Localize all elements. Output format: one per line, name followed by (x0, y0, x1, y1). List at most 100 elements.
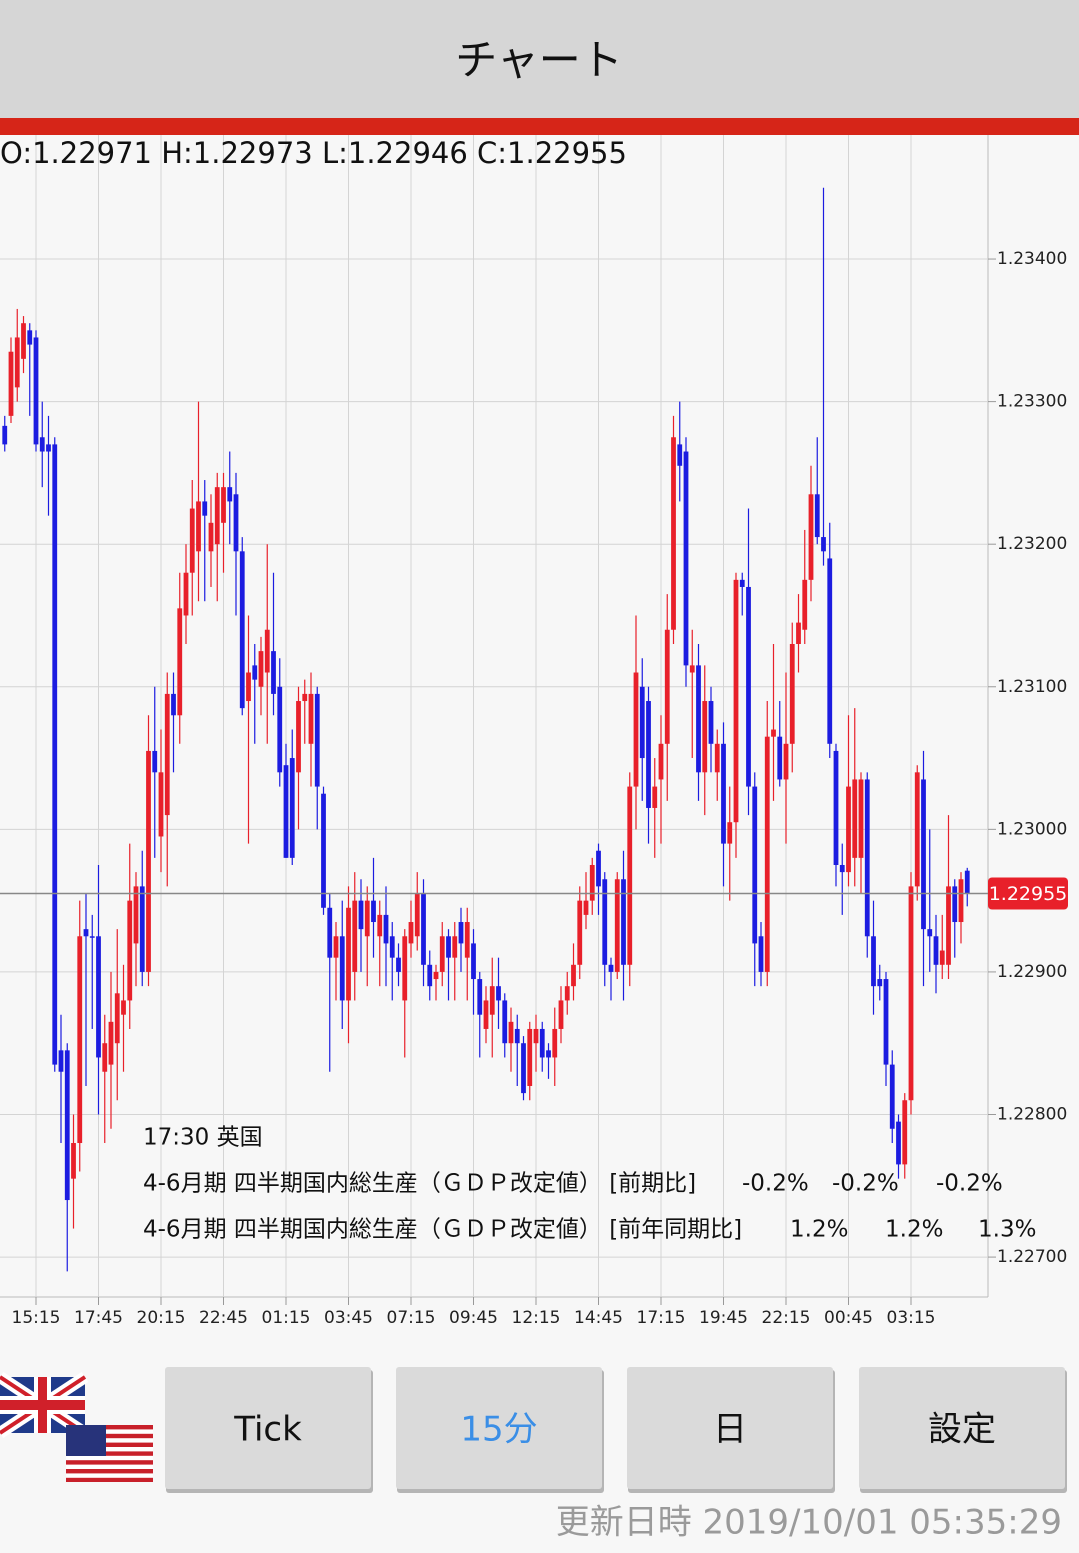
candle-body (658, 743, 664, 780)
event-heading: 17:30 英国 (143, 1125, 263, 1151)
candle-body (402, 936, 408, 1001)
candle-body (83, 929, 89, 937)
candle-body (414, 893, 420, 937)
ohlc-readout: O:1.22971 H:1.22973 L:1.22946 C:1.22955 (0, 136, 627, 170)
candle-body (496, 986, 501, 1001)
candle-body (908, 886, 914, 1101)
button-label[interactable]: 設定 (928, 1410, 996, 1450)
candle-body (521, 1043, 526, 1094)
candle-body (877, 979, 883, 987)
candle-body (121, 1000, 126, 1015)
x-tick-label: 14:45 (574, 1308, 623, 1328)
candle-body (952, 886, 958, 923)
button[interactable] (859, 1367, 1065, 1489)
candle-body (602, 879, 608, 965)
candle-body (314, 693, 320, 787)
x-tick-label: 22:45 (199, 1308, 248, 1328)
candle-body (164, 693, 170, 816)
candle-body (64, 1050, 70, 1201)
candle-body (727, 822, 733, 844)
candle-body (683, 451, 689, 666)
candle-body (808, 494, 814, 580)
candle-body (371, 900, 376, 923)
candle-body (852, 779, 858, 858)
candle-body (8, 351, 14, 416)
candle-body (127, 900, 133, 1001)
button-label[interactable]: 日 (713, 1410, 747, 1450)
candle-body (458, 922, 464, 944)
candle-body (514, 1028, 520, 1044)
x-tick-label: 17:45 (74, 1308, 123, 1328)
candle-body (33, 337, 39, 445)
candle-body (277, 686, 283, 773)
candle-body (814, 494, 820, 538)
candle-body (133, 886, 139, 944)
candle-body (964, 870, 970, 894)
page-title: チャート (455, 36, 623, 85)
y-tick-label: 1.23100 (997, 677, 1067, 697)
candle-body (77, 936, 83, 1144)
candle-body (46, 444, 51, 452)
candle-body (789, 643, 795, 744)
current-price-box (988, 877, 1068, 910)
candle-body (502, 1000, 508, 1044)
candle-body (14, 337, 20, 388)
event-value: -0.2% (832, 1171, 899, 1197)
candle-body (558, 1000, 564, 1029)
candle-body (527, 1028, 533, 1086)
y-tick-label: 1.23400 (997, 249, 1067, 269)
y-tick-label: 1.22700 (997, 1247, 1067, 1267)
candle-body (471, 943, 476, 980)
candle-body (452, 936, 458, 958)
button[interactable] (396, 1367, 602, 1489)
event-row: 4-6月期 四半期国内総生産（ＧＤＰ改定値） [前年同期比] (143, 1217, 742, 1243)
candle-body (752, 786, 758, 944)
x-tick-label: 07:15 (387, 1308, 436, 1328)
candle-body (902, 1100, 908, 1165)
candle-body (946, 886, 951, 965)
candle-body (477, 979, 483, 1015)
candle-body (596, 850, 601, 887)
candle-body (352, 900, 358, 972)
candle-body (646, 701, 651, 808)
candle-body (871, 936, 876, 987)
candle-body (339, 936, 345, 1001)
candle-body (27, 330, 33, 345)
y-tick-label: 1.23300 (997, 392, 1067, 412)
candle-body (589, 864, 595, 901)
plot: 1.22700 1.22800 1.22900 1.23000 1.23100 1.232… (0, 135, 1068, 1328)
currency-flags (0, 1371, 153, 1482)
candle-body (539, 1028, 545, 1058)
candle-body (271, 651, 276, 694)
candle-body (408, 922, 414, 944)
x-tick-label: 03:45 (324, 1308, 373, 1328)
button-label[interactable]: 15分 (460, 1410, 537, 1450)
candle-body (796, 622, 801, 644)
candle-body (202, 501, 208, 516)
candle-body (252, 665, 258, 680)
candle-body (52, 444, 58, 1065)
candle-body (58, 1050, 64, 1072)
candle-body (802, 579, 808, 630)
candle-body (289, 758, 295, 858)
candle-body (239, 551, 245, 709)
button[interactable] (165, 1367, 371, 1489)
candle-body (189, 508, 195, 573)
x-tick-label: 17:15 (637, 1308, 686, 1328)
candle-body (171, 693, 176, 716)
candle-body (296, 701, 301, 773)
event-value: 1.2% (885, 1217, 943, 1243)
button-label[interactable]: Tick (233, 1410, 302, 1450)
candle-body (864, 779, 870, 937)
button[interactable] (627, 1367, 833, 1489)
candle-body (508, 1021, 514, 1044)
candle-body (627, 786, 633, 965)
candle-body (364, 900, 370, 937)
candle-body (633, 672, 639, 787)
candle-body (771, 729, 776, 737)
candle-body (583, 900, 589, 915)
candle-body (183, 572, 189, 616)
candle-body (733, 579, 739, 823)
candle-body (939, 950, 945, 965)
